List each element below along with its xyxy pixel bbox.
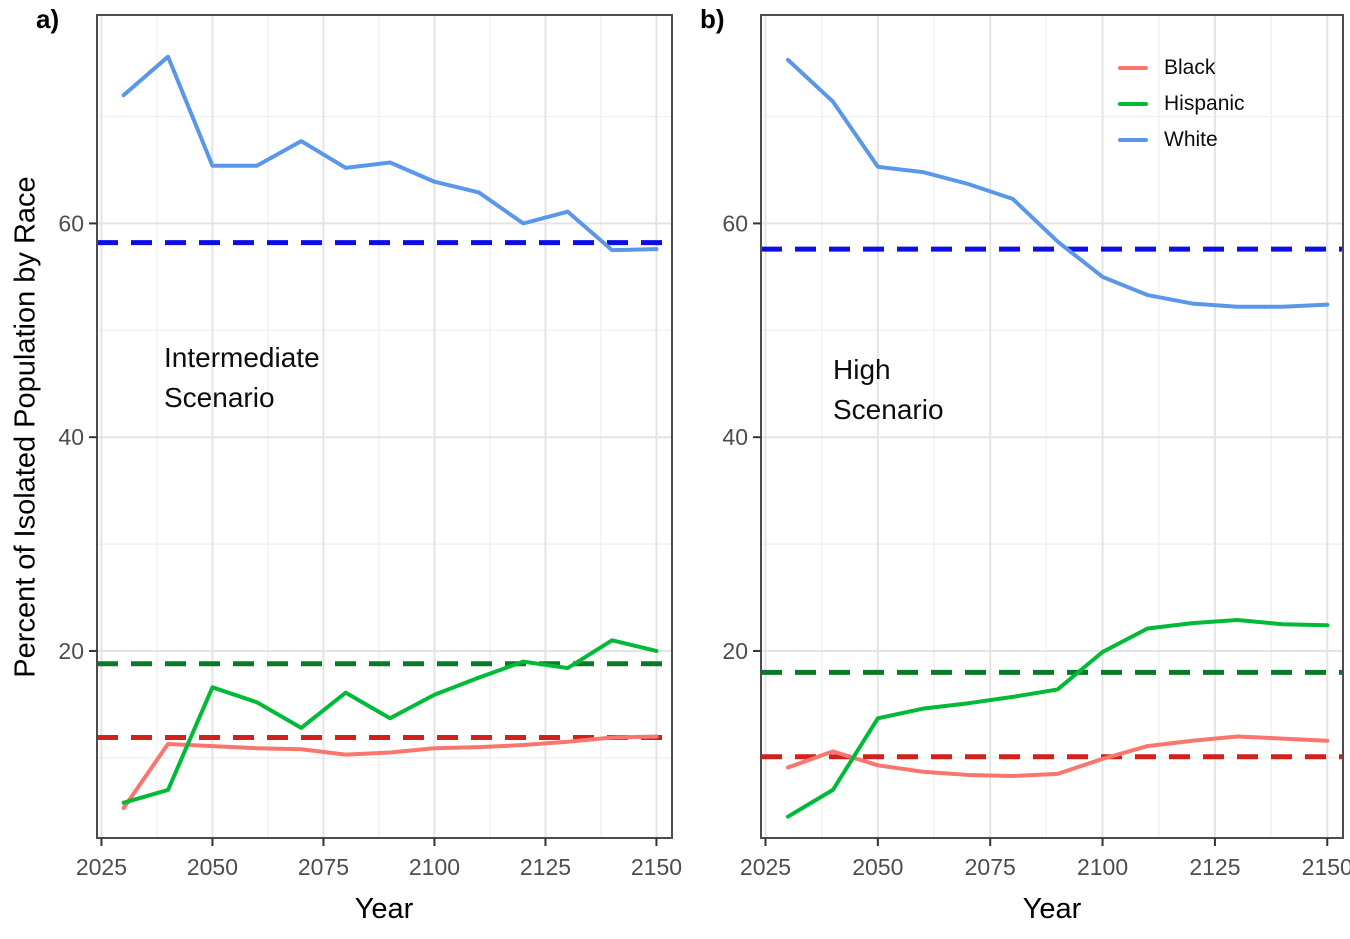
panel-b-tag: b) bbox=[700, 4, 725, 34]
annotation-line: Intermediate bbox=[164, 342, 320, 373]
legend-item-white: White bbox=[1118, 128, 1245, 151]
series-line-white bbox=[121, 54, 659, 253]
legend-label: Hispanic bbox=[1164, 91, 1245, 115]
panel-a-tag: a) bbox=[36, 4, 60, 34]
x-tick-label: 2100 bbox=[1077, 854, 1128, 880]
x-axis-title-a: Year bbox=[354, 893, 414, 925]
y-tick-label: 40 bbox=[722, 424, 748, 450]
annotation-line: High bbox=[833, 354, 891, 385]
legend-label: Black bbox=[1164, 55, 1216, 79]
panel-border bbox=[760, 14, 1344, 839]
y-axis-title: Percent of Isolated Population by Race bbox=[9, 176, 42, 678]
series-line-hispanic bbox=[785, 617, 1330, 819]
legend-swatch-white bbox=[1118, 137, 1148, 142]
x-tick-label: 2075 bbox=[965, 854, 1016, 880]
x-tick-label: 2125 bbox=[1189, 854, 1240, 880]
legend-item-hispanic: Hispanic bbox=[1118, 92, 1245, 115]
legend-swatch-hispanic bbox=[1118, 101, 1148, 106]
x-tick-label: 2150 bbox=[631, 854, 682, 880]
series-line-white bbox=[785, 57, 1330, 309]
y-tick-label: 20 bbox=[722, 638, 748, 664]
x-tick-label: 2050 bbox=[852, 854, 903, 880]
series-line-hispanic bbox=[121, 638, 659, 805]
legend-label: White bbox=[1164, 127, 1218, 151]
legend-item-black: Black bbox=[1118, 56, 1245, 79]
annotation-line: Scenario bbox=[833, 394, 944, 425]
legend: Black Hispanic White bbox=[1118, 56, 1245, 151]
y-tick-label: 60 bbox=[722, 210, 748, 236]
y-tick-label: 40 bbox=[58, 424, 84, 450]
panel-border bbox=[96, 14, 673, 839]
legend-swatch-black bbox=[1118, 65, 1148, 70]
x-tick-label: 2025 bbox=[740, 854, 791, 880]
annotation-high-scenario: High Scenario bbox=[833, 350, 944, 430]
x-tick-label: 2100 bbox=[409, 854, 460, 880]
y-tick-label: 60 bbox=[58, 210, 84, 236]
x-tick-label: 2050 bbox=[187, 854, 238, 880]
annotation-intermediate-scenario: Intermediate Scenario bbox=[164, 338, 320, 418]
y-tick-label: 20 bbox=[58, 638, 84, 664]
x-axis-title-b: Year bbox=[1022, 893, 1082, 925]
annotation-line: Scenario bbox=[164, 382, 275, 413]
x-tick-label: 2075 bbox=[298, 854, 349, 880]
x-tick-label: 2150 bbox=[1302, 854, 1350, 880]
series-line-black bbox=[121, 734, 659, 811]
x-tick-label: 2025 bbox=[76, 854, 127, 880]
panel-b: 2025 2050 2075 2100 2125 2150 20 40 60 bbox=[722, 14, 1350, 880]
x-tick-label: 2125 bbox=[520, 854, 571, 880]
series-line-black bbox=[785, 734, 1330, 779]
panel-a: 2025 2050 2075 2100 2125 2150 20 40 60 bbox=[58, 14, 682, 880]
